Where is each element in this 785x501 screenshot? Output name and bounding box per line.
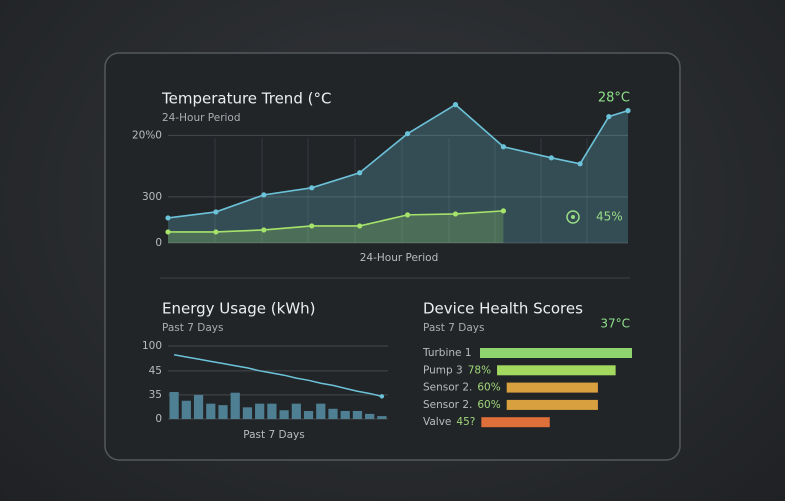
point: [309, 223, 315, 229]
bar: [497, 365, 616, 376]
x-axis-label: Past 7 Days: [243, 429, 304, 441]
point: [500, 144, 507, 150]
point: [357, 170, 363, 176]
area: [168, 104, 628, 243]
x-axis-label: 24-Hour Period: [360, 252, 439, 264]
chart-subtitle: Past 7 Days: [423, 322, 484, 334]
y-tick-label: 0: [155, 413, 162, 425]
point: [577, 161, 583, 167]
annotation: 28°C: [598, 91, 630, 106]
chart-subtitle: Past 7 Days: [162, 322, 223, 334]
point: [606, 114, 612, 120]
point: [404, 131, 411, 137]
y-tick-label: 300: [142, 191, 162, 203]
bar: [340, 410, 350, 419]
bar: [506, 399, 598, 410]
bar: [169, 391, 179, 419]
bar: [218, 405, 228, 419]
line: [167, 103, 629, 219]
y-tick-label: 45: [149, 365, 162, 377]
y-tick-label: 0: [155, 237, 162, 249]
status-icon: [566, 210, 580, 224]
point: [213, 229, 219, 235]
point: [452, 211, 459, 217]
bar: [352, 410, 363, 419]
point: [625, 108, 631, 114]
point: [500, 208, 507, 214]
bar: [316, 403, 326, 419]
row-label: Pump 3: [423, 364, 463, 376]
chart-title: Energy Usage (kWh): [162, 300, 316, 318]
bar: [328, 408, 338, 419]
point: [261, 227, 267, 233]
bar: [267, 403, 277, 419]
bar: [279, 410, 289, 419]
bar: [480, 348, 632, 358]
y-tick-label: 20%0: [132, 129, 162, 141]
status-icon-dot: [571, 215, 575, 219]
bar: [303, 410, 314, 419]
bar: [481, 417, 550, 428]
point: [357, 223, 363, 229]
value-label: 45?: [456, 416, 475, 428]
annotation: 45%: [596, 210, 623, 224]
row-label: Sensor 2.: [423, 399, 472, 411]
bar: [242, 407, 253, 419]
bar: [291, 403, 301, 419]
y-tick-label: 100: [142, 340, 162, 352]
point: [213, 209, 219, 215]
bar: [377, 416, 387, 419]
line: [173, 354, 383, 398]
point: [165, 215, 171, 221]
point: [261, 192, 267, 198]
bar: [365, 413, 375, 419]
bar: [255, 403, 265, 419]
value-label: 78%: [468, 364, 491, 376]
row-label: Turbine 1: [422, 347, 472, 359]
bar: [181, 400, 191, 419]
value-label: 60%: [477, 382, 500, 394]
chart-title: Temperature Trend (°C: [161, 90, 331, 108]
bar: [506, 382, 598, 393]
point: [452, 102, 459, 108]
bar: [193, 394, 204, 419]
annotation: 37°C: [600, 317, 630, 331]
y-tick-label: 35: [149, 389, 162, 401]
line: [168, 210, 504, 233]
bar: [206, 403, 216, 419]
point: [379, 394, 385, 399]
point: [309, 185, 315, 191]
value-label: 60%: [477, 399, 500, 411]
bar: [230, 392, 240, 419]
point: [548, 155, 554, 161]
point: [404, 212, 411, 218]
row-label: Valve: [423, 416, 451, 428]
chart-subtitle: 24-Hour Period: [162, 112, 241, 124]
point: [165, 229, 171, 235]
chart-title: Device Health Scores: [423, 300, 583, 318]
area: [168, 210, 504, 243]
row-label: Sensor 2.: [423, 382, 472, 394]
